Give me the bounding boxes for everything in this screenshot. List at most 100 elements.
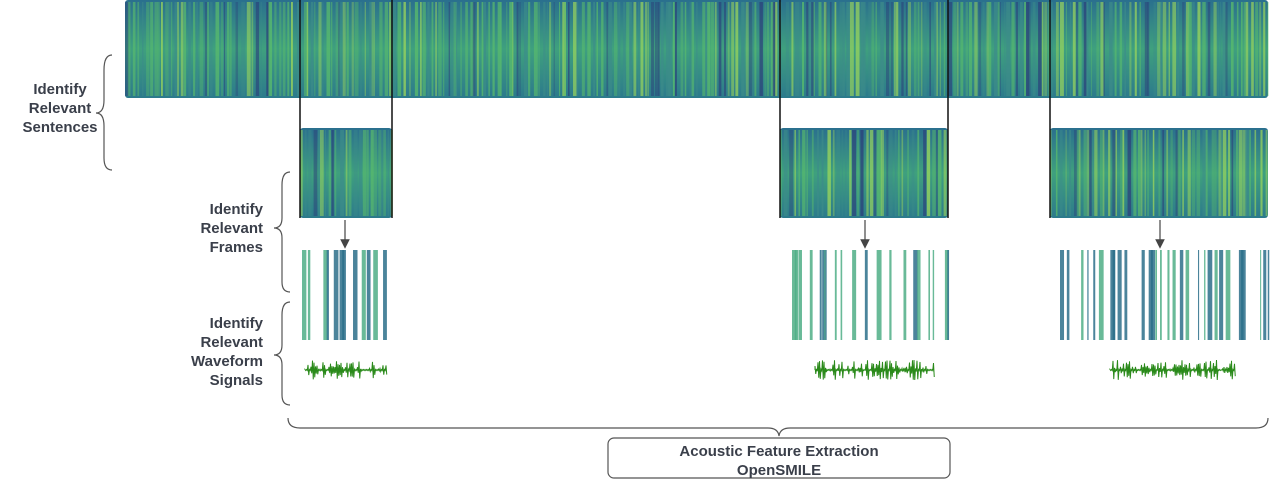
spectrogram-stripe bbox=[497, 2, 502, 96]
spectrogram-stripe bbox=[968, 2, 972, 96]
spectrogram-stripe bbox=[852, 130, 856, 216]
spectrogram-stripe bbox=[1089, 130, 1092, 216]
spectrogram-stripe bbox=[303, 2, 308, 96]
spectrogram-stripe bbox=[1242, 130, 1247, 216]
spectrogram-stripe bbox=[823, 2, 827, 96]
frame-stripe bbox=[1060, 250, 1065, 340]
spectrogram-stripe bbox=[512, 2, 514, 96]
spectrogram-stripe bbox=[1122, 130, 1125, 216]
spectrogram bbox=[1050, 128, 1268, 218]
spectrogram-stripe bbox=[157, 2, 160, 96]
frame-stripe bbox=[373, 250, 378, 340]
spectrogram-stripe bbox=[251, 2, 254, 96]
spectrogram-stripe bbox=[573, 2, 577, 96]
spectrogram-stripe bbox=[1026, 2, 1030, 96]
spectrogram-stripe bbox=[825, 2, 828, 96]
frame-stripe bbox=[917, 250, 921, 340]
spectrogram-stripe bbox=[268, 2, 273, 96]
spectrogram-stripe bbox=[775, 2, 778, 96]
spectrogram-stripe bbox=[745, 2, 749, 96]
frame-stripe bbox=[1098, 250, 1104, 340]
spectrogram-stripe bbox=[808, 2, 812, 96]
spectrogram-stripe bbox=[1011, 2, 1015, 96]
spectrogram-stripe bbox=[672, 2, 675, 96]
spectrogram-stripe bbox=[1245, 2, 1249, 96]
spectrogram-stripe bbox=[606, 2, 609, 96]
spectrogram-stripe bbox=[929, 2, 931, 96]
spectrogram-stripe bbox=[229, 2, 232, 96]
spectrogram-stripe bbox=[369, 2, 372, 96]
spectrogram-stripe bbox=[523, 2, 528, 96]
spectrogram-stripe bbox=[279, 2, 282, 96]
spectrogram-stripe bbox=[1003, 2, 1006, 96]
spectrogram-stripe bbox=[431, 2, 434, 96]
spectrogram-stripe bbox=[932, 130, 936, 216]
frame-stripe bbox=[366, 250, 371, 340]
spectrogram-stripe bbox=[373, 130, 377, 216]
spectrogram-stripe bbox=[1120, 130, 1124, 216]
frame-stripe bbox=[326, 250, 329, 340]
frame-stripe bbox=[333, 250, 339, 340]
spectrogram-stripe bbox=[1158, 130, 1161, 216]
spectrogram-stripe bbox=[1267, 2, 1269, 96]
frame-stripe bbox=[1241, 250, 1246, 340]
spectrogram-stripe bbox=[894, 130, 897, 216]
spectrogram-stripe bbox=[832, 130, 835, 216]
spectrogram-stripe bbox=[1168, 2, 1170, 96]
frame-stripe bbox=[1093, 250, 1096, 340]
spectrogram-stripe bbox=[1220, 130, 1224, 216]
spectrogram-stripe bbox=[596, 2, 598, 96]
spectrogram-stripe bbox=[901, 2, 904, 96]
spectrogram-stripe bbox=[794, 130, 797, 216]
spectrogram-stripe bbox=[1217, 2, 1219, 96]
spectrogram-stripe bbox=[780, 130, 782, 216]
spectrogram-stripe bbox=[1032, 2, 1036, 96]
spectrogram-stripe bbox=[1108, 130, 1111, 216]
spectrogram-stripe bbox=[666, 2, 670, 96]
spectrogram-stripe bbox=[880, 2, 884, 96]
spectrogram-stripe bbox=[799, 2, 801, 96]
spectrogram-stripe bbox=[1044, 2, 1048, 96]
frame-stripe bbox=[1148, 250, 1153, 340]
spectrogram-stripe bbox=[923, 2, 927, 96]
spectrogram-stripe bbox=[196, 2, 199, 96]
spectrogram-stripe bbox=[1249, 130, 1251, 216]
spectrogram-stripe bbox=[926, 130, 931, 216]
spectrogram-stripe bbox=[1153, 2, 1157, 96]
spectrogram-stripe bbox=[1083, 130, 1087, 216]
spectrogram-stripe bbox=[370, 130, 374, 216]
spectrogram-stripe bbox=[319, 130, 324, 216]
spectrogram-stripe bbox=[960, 2, 964, 96]
spectrogram-stripe bbox=[871, 2, 875, 96]
spectrogram-stripe bbox=[849, 2, 854, 96]
spectrogram-stripe bbox=[150, 2, 154, 96]
spectrogram-stripe bbox=[1006, 2, 1011, 96]
spectrogram-stripe bbox=[795, 2, 800, 96]
spectrogram-stripe bbox=[1127, 130, 1132, 216]
spectrogram-stripe bbox=[908, 2, 912, 96]
spectrogram-stripe bbox=[392, 2, 397, 96]
spectrogram-stripe bbox=[1015, 2, 1018, 96]
frame-stripe bbox=[1150, 250, 1156, 340]
spectrogram-stripe bbox=[1202, 2, 1206, 96]
spectrogram-stripe bbox=[860, 130, 864, 216]
spectrogram-stripe bbox=[1231, 130, 1234, 216]
spectrogram-stripe bbox=[705, 2, 708, 96]
spectrogram-stripe bbox=[1255, 2, 1259, 96]
spectrogram-stripe bbox=[255, 2, 260, 96]
spectrogram-stripe bbox=[125, 2, 129, 96]
spectrogram-stripe bbox=[647, 2, 649, 96]
spectrogram-stripe bbox=[546, 2, 549, 96]
spectrogram-stripe bbox=[204, 2, 208, 96]
spectrogram-stripe bbox=[1160, 2, 1162, 96]
spectrogram-stripe bbox=[714, 2, 717, 96]
spectrogram-stripe bbox=[1073, 130, 1078, 216]
spectrogram-stripe bbox=[875, 2, 877, 96]
spectrogram-stripe bbox=[342, 2, 346, 96]
spectrogram-stripe bbox=[1103, 2, 1105, 96]
spectrogram-stripe bbox=[696, 2, 698, 96]
spectrogram-stripe bbox=[1228, 130, 1231, 216]
spectrogram-stripe bbox=[986, 2, 990, 96]
frame-stripe bbox=[798, 250, 802, 340]
